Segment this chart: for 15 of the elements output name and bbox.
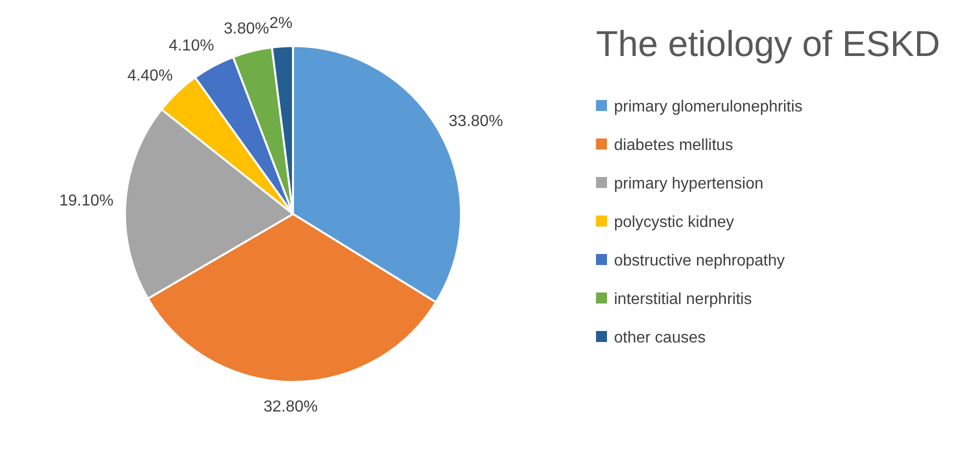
chart-title: The etiology of ESKD	[596, 23, 940, 64]
data-label: 4.40%	[127, 67, 173, 84]
legend-label: other causes	[614, 330, 706, 347]
data-label: 32.80%	[263, 398, 318, 416]
data-label: 33.80%	[448, 113, 503, 130]
legend-label: diabetes mellitus	[614, 137, 734, 154]
data-label: 3.80%	[224, 20, 270, 38]
legend-label: polycystic kidney	[614, 214, 734, 232]
data-label: 2%	[269, 14, 293, 32]
legend-label: obstructive nephropathy	[614, 252, 785, 270]
data-label: 19.10%	[59, 192, 114, 210]
legend-label: primary glomerulonephritis	[614, 98, 803, 116]
legend-label: interstitial nerphritis	[614, 291, 752, 308]
data-label: 4.10%	[168, 37, 214, 54]
legend-label: primary hypertension	[614, 176, 764, 193]
